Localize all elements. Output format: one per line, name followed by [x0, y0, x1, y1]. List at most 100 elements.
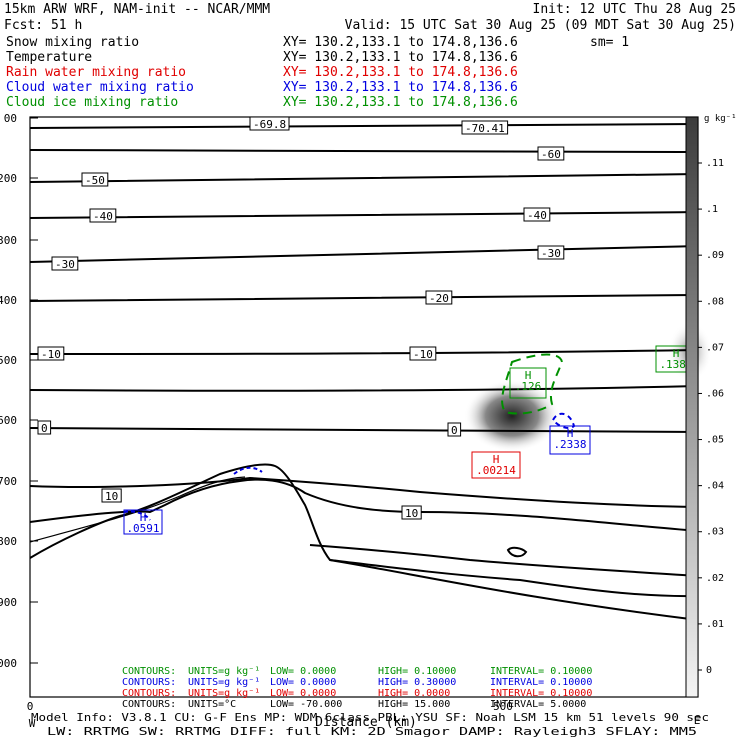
temperature-label: -70.41 [465, 122, 505, 135]
x-tick-label: 0 [27, 700, 34, 713]
forecast-hour: Fcst: 51 h [4, 18, 82, 33]
legend-high: HIGH= 15.000 [378, 699, 450, 710]
isotherm-line [29, 149, 699, 153]
y-tick-label: 000 [0, 657, 17, 670]
extremum-box [509, 367, 547, 399]
extremum-kind: H [140, 511, 147, 524]
y-tick-label: 300 [0, 234, 17, 247]
temperature-label: -69.8 [253, 118, 286, 131]
colorbar-tick-label: .09 [706, 250, 724, 261]
y-tick-label: 900 [0, 596, 17, 609]
y-tick-label: 500 [0, 354, 17, 367]
temperature-label-box [537, 146, 565, 161]
colorbar-tick-label: .03 [706, 527, 724, 538]
extremum-value: .126 [515, 380, 542, 393]
extremum-value: .2338 [553, 438, 586, 451]
extremum-kind: H [567, 427, 574, 440]
colorbar [685, 116, 699, 698]
y-tick-label: 200 [0, 172, 17, 185]
temperature-label: -60 [541, 148, 561, 161]
colorbar-tick-label: .01 [706, 619, 724, 630]
model-title: 15km ARW WRF, NAM-init -- NCAR/MMM [4, 2, 270, 17]
field-name: Cloud ice mixing ratio [6, 95, 178, 110]
temperature-label-group: -69.8 -70.41 -60 -50 -40 -40 -30 -30 -20 -10 -10 0 0… [37, 116, 565, 520]
y-tick-label: 800 [0, 535, 17, 548]
cloud-water-contour [233, 466, 263, 475]
isotherm-line [29, 427, 699, 433]
extremum-value: .1383 [659, 358, 692, 371]
east-label: E [694, 714, 701, 727]
model-info: Model Info: V3.8.1 CU: G-F Ens MP: WDM 6… [31, 711, 709, 724]
field-coords: XY= 130.2,133.1 to 174.8,136.6 [283, 35, 518, 50]
y-tick-label: 00 [4, 112, 17, 125]
isotherm-line [29, 211, 699, 219]
extremum-box [549, 425, 591, 455]
field-name: Cloud water mixing ratio [6, 80, 194, 95]
legend-low: LOW= 0.0000 [270, 688, 336, 699]
isotherm-line [506, 546, 528, 558]
field-coords: XY= 130.2,133.1 to 174.8,136.6 [283, 65, 518, 80]
y-axis: 00 200 300 400 500 600 700 800 900 000 [0, 112, 38, 670]
field-coords: XY= 130.2,133.1 to 174.8,136.6 [283, 50, 518, 65]
temperature-label-box [89, 208, 117, 223]
colorbar-tick-label: .11 [706, 158, 724, 169]
field-name: Temperature [6, 50, 92, 65]
legend-low: LOW= 0.0000 [270, 666, 336, 677]
x-axis-label: Distance (km) [315, 715, 417, 730]
legend-units: UNITS=°C [188, 699, 236, 710]
legend-high: HIGH= 0.30000 [378, 677, 456, 688]
field-coords: XY= 130.2,133.1 to 174.8,136.6 [283, 80, 518, 95]
legend-interval: INTERVAL= 0.10000 [490, 677, 592, 688]
temperature-label: -50 [85, 174, 105, 187]
isotherm-line [29, 476, 246, 543]
isotherm-line [29, 123, 699, 129]
temperature-label-box [81, 172, 109, 187]
legend-high: HIGH= 0.0000 [378, 688, 450, 699]
temperature-label: -30 [541, 247, 561, 260]
extremum-kind: H [673, 347, 680, 360]
temperature-label-box [37, 420, 52, 435]
isotherm-line [29, 173, 699, 183]
isotherm-line [29, 476, 699, 508]
cloud-water-contour [123, 510, 151, 521]
y-tick-label: 700 [0, 475, 17, 488]
field-coords: XY= 130.2,133.1 to 174.8,136.6 [283, 95, 518, 110]
field-name: Rain water mixing ratio [6, 65, 186, 80]
temperature-label: -20 [429, 292, 449, 305]
contour-legend: CONTOURS: UNITS=g kg⁻¹ LOW= 0.0000 HIGH= 0.… [122, 666, 592, 710]
extremum-box [123, 509, 163, 535]
extremum-value: .00214 [476, 464, 516, 477]
isotherm-line [29, 294, 699, 302]
temperature-label: 0 [41, 422, 48, 435]
isotherm-line [329, 559, 699, 621]
temperature-label-box [447, 422, 462, 437]
extremum-value: .0591 [126, 522, 159, 535]
colorbar-ticks: .11 .1 .09 .08 .07 .06 .05 .04 .03 .02 .01 0 [698, 158, 724, 676]
init-time: Init: 12 UTC Thu 28 Aug 25 [533, 2, 737, 17]
legend-interval: INTERVAL= 0.10000 [490, 688, 592, 699]
colorbar-units: g kg⁻¹ [704, 114, 737, 124]
extremum-kind: H [525, 369, 532, 382]
colorbar-tick-label: .02 [706, 573, 724, 584]
temperature-label: -30 [55, 258, 75, 271]
temperature-label-box [401, 505, 422, 520]
legend-interval: INTERVAL= 5.0000 [490, 699, 586, 710]
legend-contours: CONTOURS: [122, 666, 176, 677]
x-axis: 0 500 Distance (km) W E [27, 700, 701, 730]
temperature-label-box [461, 120, 509, 135]
isotherm-line [29, 349, 699, 355]
colorbar-tick-label: .1 [706, 204, 718, 215]
legend-high: HIGH= 0.10000 [378, 666, 456, 677]
legend-contours: CONTOURS: [122, 677, 176, 688]
y-tick-label: 400 [0, 294, 17, 307]
temperature-label-box [537, 245, 565, 260]
temperature-contours [29, 123, 699, 621]
west-label: W [29, 717, 36, 730]
colorbar-tick-label: .04 [706, 481, 724, 492]
isotherm-line [29, 385, 699, 392]
legend-units: UNITS=g kg⁻¹ [188, 688, 260, 699]
colorbar-tick-label: .07 [706, 342, 724, 353]
extremum-box [471, 451, 521, 479]
